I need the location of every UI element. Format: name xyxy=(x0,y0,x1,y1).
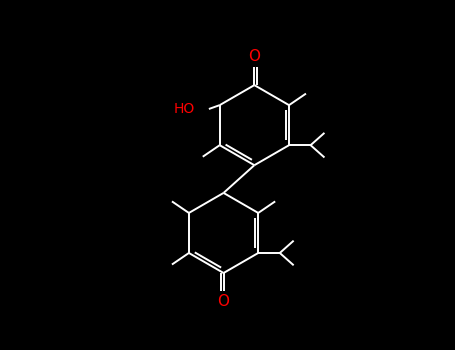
Text: HO: HO xyxy=(174,102,195,116)
Text: O: O xyxy=(248,49,260,64)
Text: O: O xyxy=(217,294,230,309)
